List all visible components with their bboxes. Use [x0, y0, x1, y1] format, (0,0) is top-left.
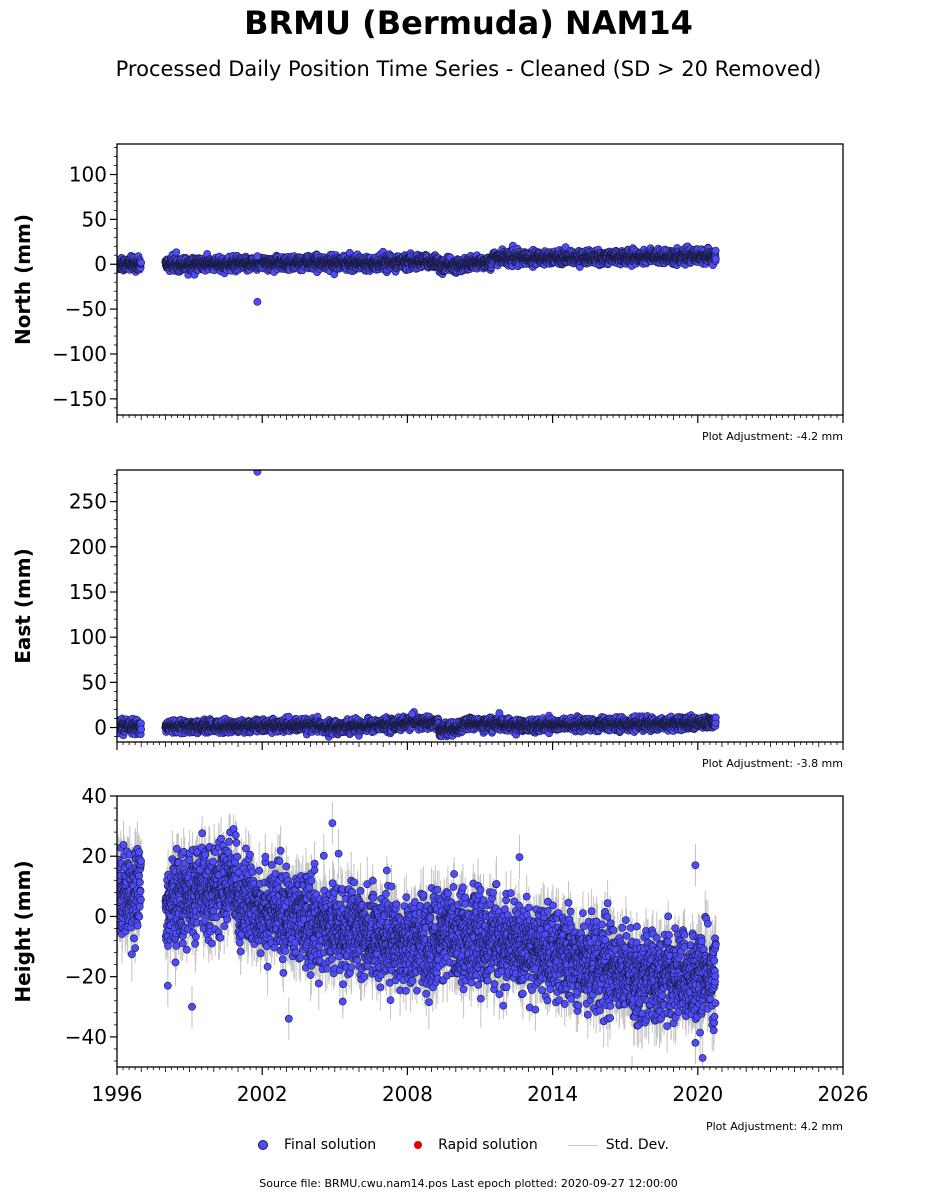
data-point — [137, 725, 145, 734]
chart-title: BRMU (Bermuda) NAM14 — [244, 4, 693, 42]
east-plot-area — [117, 470, 720, 741]
data-point — [711, 246, 720, 255]
east-std-dev-bars — [117, 470, 717, 741]
data-point — [137, 258, 145, 267]
y-tick-label: 0 — [94, 252, 107, 276]
north-plot-adjustment: Plot Adjustment: -4.2 mm — [702, 430, 843, 443]
data-point — [253, 252, 262, 261]
north-panel: 100 50 0 −50 −100 −150 North (mm) Plot Adjustme… — [11, 143, 844, 443]
data-point — [253, 297, 262, 306]
north-plot-area — [117, 241, 720, 306]
chart-subtitle: Processed Daily Position Time Series - C… — [115, 57, 822, 81]
east-points — [117, 470, 720, 741]
y-tick-label: −50 — [65, 297, 107, 321]
time-series-plots: 100 50 0 −50 −100 −150 North (mm) Plot Adjustme… — [11, 143, 868, 1133]
y-tick-label: 100 — [69, 163, 107, 187]
y-tick-label: −150 — [52, 387, 107, 411]
north-x-ticks — [116, 415, 844, 423]
north-y-axis-label: North (mm) — [11, 214, 35, 345]
north-frame — [116, 143, 844, 416]
north-y-ticks: 100 50 0 −50 −100 −150 — [52, 147, 117, 411]
north-points — [117, 241, 720, 306]
data-point — [172, 248, 181, 257]
y-tick-label: 50 — [82, 207, 107, 231]
y-tick-label: −100 — [52, 342, 107, 366]
data-point — [711, 255, 720, 263]
